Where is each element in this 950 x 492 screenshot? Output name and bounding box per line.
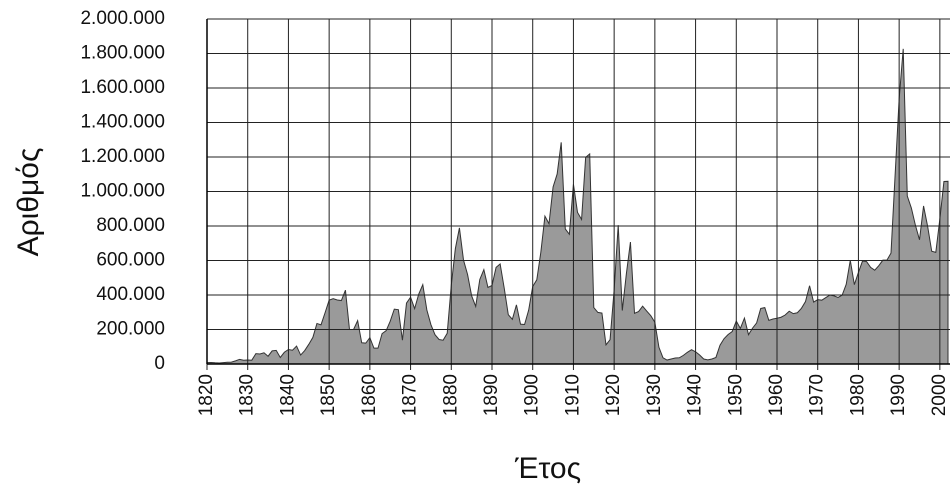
y-tick-label: 1.000.000 (80, 181, 165, 202)
y-tick-label: 1.800.000 (80, 43, 165, 64)
x-tick-label: 1980 (847, 374, 868, 416)
y-tick-label: 2.000.000 (80, 8, 165, 29)
x-tick-label: 1850 (318, 374, 339, 416)
x-tick-label: 1860 (359, 374, 380, 416)
y-tick-label: 1.200.000 (80, 146, 165, 167)
x-tick-label: 1970 (807, 374, 828, 416)
x-tick-label: 1960 (766, 374, 787, 416)
x-tick-label: 1840 (277, 374, 298, 416)
y-tick-label: 0 (154, 353, 165, 374)
y-tick-label: 800.000 (96, 215, 165, 236)
x-tick-label: 1940 (685, 374, 706, 416)
y-axis-title: Αριθμός (12, 148, 45, 257)
x-tick-label: 1870 (400, 374, 421, 416)
x-tick-label: 1900 (522, 374, 543, 416)
x-tick-label: 1910 (562, 374, 583, 416)
x-tick-label: 1920 (603, 374, 624, 416)
y-tick-label: 1.600.000 (80, 77, 165, 98)
x-tick-label: 1990 (888, 374, 909, 416)
x-tick-label: 2000 (929, 374, 950, 416)
y-tick-label: 400.000 (96, 284, 165, 305)
y-tick-label: 1.400.000 (80, 112, 165, 133)
x-tick-label: 1830 (237, 374, 258, 416)
y-tick-label: 600.000 (96, 250, 165, 271)
x-tick-label: 1880 (440, 374, 461, 416)
x-tick-label: 1950 (725, 374, 746, 416)
x-tick-label: 1820 (196, 374, 217, 416)
x-tick-label: 1930 (644, 374, 665, 416)
x-axis-title: Έτος (514, 452, 581, 485)
area (206, 48, 949, 365)
y-tick-label: 200.000 (96, 319, 165, 340)
x-tick-label: 1890 (481, 374, 502, 416)
